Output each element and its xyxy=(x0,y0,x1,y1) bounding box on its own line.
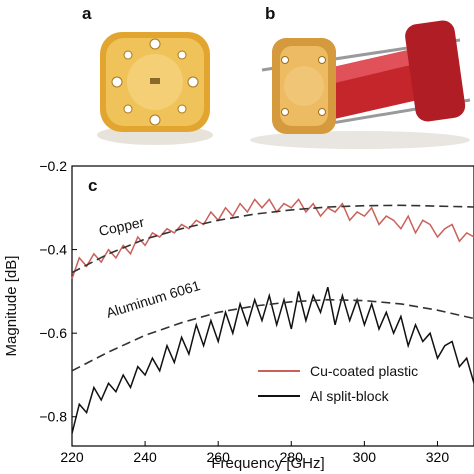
series-line-copper xyxy=(71,204,474,274)
x-tick-label: 220 xyxy=(60,449,84,465)
x-tick-label: 280 xyxy=(280,449,304,465)
chart-legend: Cu-coated plastic Al split-block xyxy=(258,363,418,404)
series-line-aluminum-6061 xyxy=(71,298,474,372)
y-tick-label: −0.8 xyxy=(39,409,67,425)
legend-label-al-split-block: Al split-block xyxy=(310,388,390,404)
panel-label-b: b xyxy=(265,4,276,23)
x-axis-label: Frequency [GHz] xyxy=(211,455,324,472)
y-axis-label: Magnitude [dB] xyxy=(3,256,20,357)
series-line-al-split-block xyxy=(71,286,474,434)
y-tick-label: −0.2 xyxy=(39,158,67,174)
waveguide-flange-photo xyxy=(97,32,213,145)
legend-label-cu-coated-plastic: Cu-coated plastic xyxy=(310,363,418,379)
series-line-cu-coated-plastic xyxy=(71,198,474,280)
y-tick-label: −0.6 xyxy=(39,325,67,341)
x-tick-label: 240 xyxy=(133,449,157,465)
x-tick-label: 300 xyxy=(353,449,377,465)
y-tick-label: −0.4 xyxy=(39,242,67,258)
panel-label-a: a xyxy=(82,4,92,23)
plastic-waveguide-section-photo xyxy=(250,20,471,149)
x-tick-label: 260 xyxy=(207,449,231,465)
panel-label-c: c xyxy=(88,176,97,195)
magnitude-vs-frequency-chart: 220 240 260 280 300 320−0.2−0.4−0.6−0.8 c Cop… xyxy=(3,158,474,472)
x-tick-label: 320 xyxy=(426,449,450,465)
